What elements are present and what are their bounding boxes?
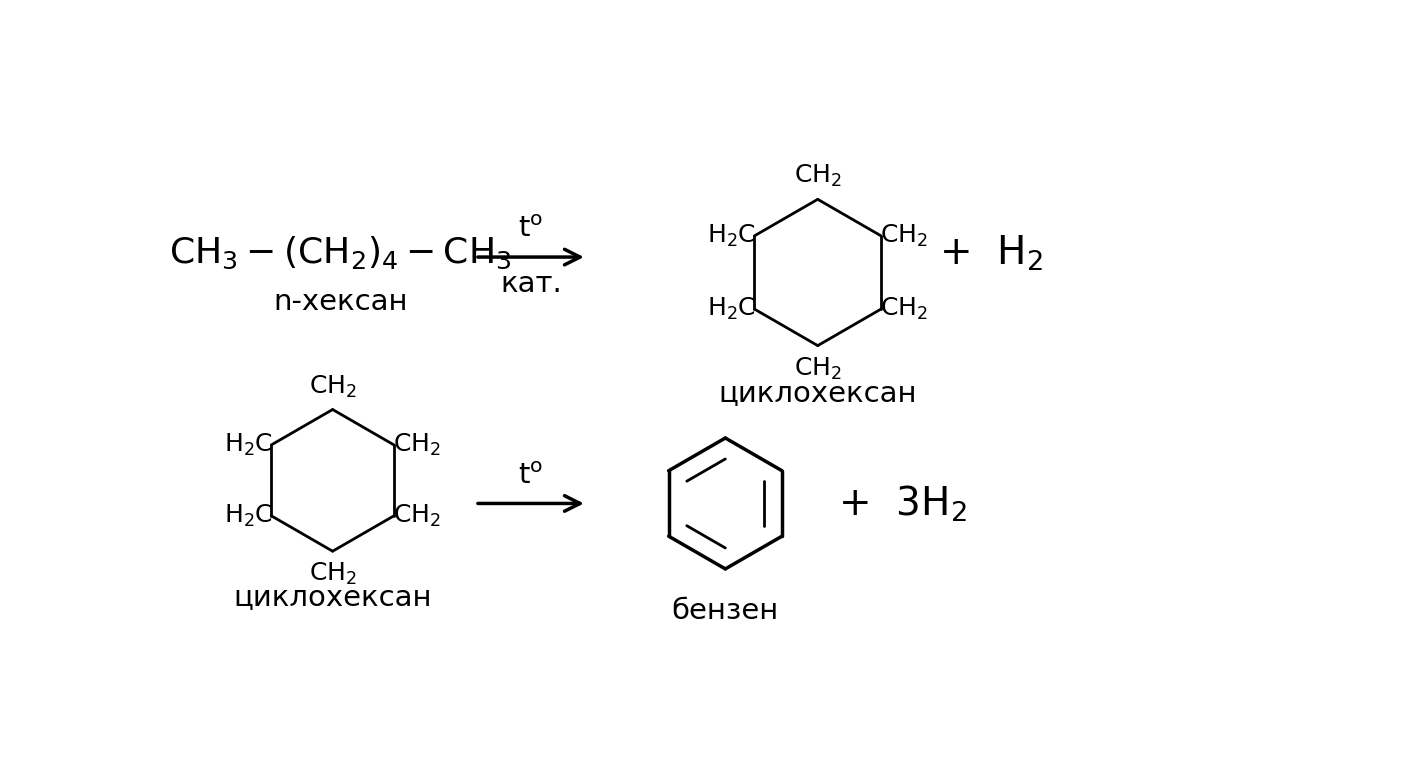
Text: $\mathregular{t^o}$: $\mathregular{t^o}$ [518,461,544,490]
Text: $\mathregular{H_2C}$: $\mathregular{H_2C}$ [224,503,273,529]
Text: $\mathregular{H_2C}$: $\mathregular{H_2C}$ [708,296,755,322]
Text: кат.: кат. [500,270,562,298]
Text: $\mathregular{CH_2}$: $\mathregular{CH_2}$ [308,373,357,400]
Text: $\mathregular{H_2C}$: $\mathregular{H_2C}$ [224,432,273,458]
Text: $\mathregular{CH_2}$: $\mathregular{CH_2}$ [394,503,441,529]
Text: $\mathregular{t^o}$: $\mathregular{t^o}$ [518,215,544,243]
Text: $\mathregular{CH_2}$: $\mathregular{CH_2}$ [880,296,927,322]
Text: $\mathregular{CH_2}$: $\mathregular{CH_2}$ [394,432,441,458]
Text: $\mathregular{CH_2}$: $\mathregular{CH_2}$ [308,561,357,588]
Text: $\mathregular{CH_3 - (CH_2)_4 - CH_3}$: $\mathregular{CH_3 - (CH_2)_4 - CH_3}$ [170,235,511,271]
Text: $\mathregular{CH_2}$: $\mathregular{CH_2}$ [794,163,842,189]
Text: $\mathregular{CH_2}$: $\mathregular{CH_2}$ [880,223,927,249]
Text: $+\ \ \mathregular{3H_2}$: $+\ \ \mathregular{3H_2}$ [838,483,967,524]
Text: n-хексан: n-хексан [273,288,408,316]
Text: циклохексан: циклохексан [234,584,432,611]
Text: $\mathregular{CH_2}$: $\mathregular{CH_2}$ [794,355,842,382]
Text: циклохексан: циклохексан [719,379,918,408]
Text: бензен: бензен [671,598,779,625]
Text: $+\ \ \mathregular{H_2}$: $+\ \ \mathregular{H_2}$ [939,234,1042,273]
Text: $\mathregular{H_2C}$: $\mathregular{H_2C}$ [708,223,755,249]
